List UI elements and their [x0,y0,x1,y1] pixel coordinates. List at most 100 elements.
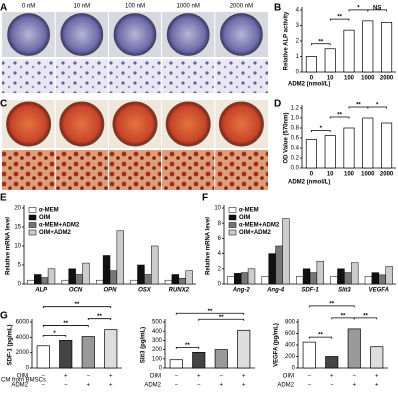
bar [364,276,373,285]
bar [109,270,118,285]
bar [130,279,138,285]
bar [171,274,180,285]
sig-bracket [329,18,350,21]
y-tick-label: 0.2 [291,156,300,162]
sig-label: ** [329,301,334,307]
bar [302,268,311,285]
legend-swatch [28,207,37,213]
panel-label: B [274,3,281,14]
panel-label: C [0,99,7,110]
x-tick-label: 2000 [380,172,394,178]
bar [34,274,42,285]
bar [82,262,90,285]
bar [137,264,145,285]
x-tick-label: VEGFA [369,288,389,294]
y-tick-label: 2 [296,39,300,45]
y-tick-label: 15 [14,225,21,231]
bar [362,20,374,73]
condition-name: ADM2 [277,383,294,389]
sig-bracket [311,130,331,132]
bar [371,272,380,285]
sig-label: * [376,103,379,109]
bar [81,336,95,369]
sig-bracket [329,116,350,119]
sig-bracket [198,318,245,321]
x-tick-label: 10 [327,172,334,178]
condition-sign: + [64,374,68,380]
legend-swatch [28,222,37,228]
sig-label: ** [318,333,323,339]
x-tick-label: OCN [69,288,83,294]
bar [75,274,83,285]
y-tick-label: 10 [214,206,221,212]
bar [370,346,384,369]
bar [305,139,317,169]
y-tick-label: 10 [14,244,21,250]
y-tick-label: 0 [292,366,296,372]
well [218,101,264,147]
bar [61,279,69,285]
sig-label: * [53,331,56,337]
condition-group: CM from BMSCs [1,378,46,384]
bar [36,345,50,369]
condition-sign: + [330,374,334,380]
sig-label: ** [75,302,80,308]
bar [144,274,152,285]
well [7,13,51,56]
well [59,101,105,147]
y-tick-label: 1.2 [291,106,300,112]
condition-sign: − [41,383,45,389]
sig-bracket [308,305,355,308]
y-tick-label: 0 [218,282,222,288]
bar [385,266,393,285]
bar [330,276,338,285]
bar [316,260,325,285]
bar [344,272,352,285]
bar [151,245,159,285]
sig-label: * [320,126,323,132]
sig-bracket [367,106,387,109]
bar [268,253,276,285]
x-tick-label: ALP [34,288,48,294]
condition-name: OIM [283,374,294,380]
legend-label: OIM [39,215,50,221]
sig-bracket [308,336,333,339]
bar [343,127,355,169]
bar [47,268,56,285]
y-tick-label: 400 [152,329,163,335]
bar [234,273,242,285]
y-tick-label: 0 [159,366,163,372]
condition-sign: + [219,383,223,389]
y-tick-label: 2000 [16,350,30,356]
condition-sign: + [375,383,379,389]
well [112,101,158,147]
sig-label: NS [373,5,381,11]
legend-label: α-MEM+ADM2 [39,223,80,229]
bar [116,230,125,285]
x-tick-label: 1000 [361,76,375,82]
sig-label: ** [219,315,224,321]
x-tick-label: 2000 [380,76,394,82]
y-tick-label: 800 [285,320,296,326]
y-tick-label: 600 [285,331,296,337]
y-tick-label: 0 [296,70,300,76]
condition-sign: + [109,383,113,389]
sig-label: ** [356,103,361,109]
sig-bracket [87,318,112,321]
well [6,101,52,147]
x-axis-label: ADM2 (nmol/L) [288,82,330,88]
bar [95,279,104,285]
condition-sign: − [41,374,45,380]
y-tick-label: 0.0 [291,166,300,172]
sig-label: ** [208,309,213,315]
well [219,13,263,56]
x-tick-label: Ang-4 [266,288,285,294]
well [166,13,210,56]
sig-bracket [42,306,112,309]
legend-label: OIM+ADM2 [39,230,72,236]
photo-label: 0 nM [22,4,35,10]
bar [102,255,111,285]
sig-bracket [353,317,378,320]
panel-label: D [274,99,281,110]
